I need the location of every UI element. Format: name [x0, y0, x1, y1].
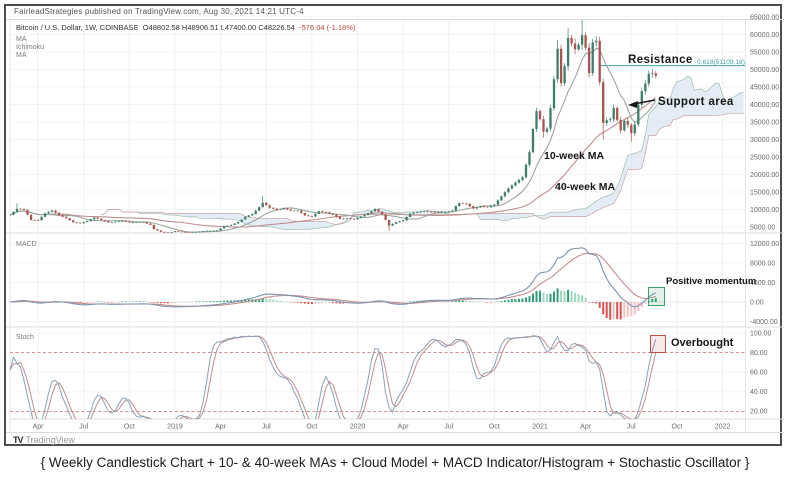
svg-text:100.00: 100.00 — [750, 330, 772, 337]
svg-text:60000.00: 60000.00 — [750, 32, 779, 39]
stoch-panel-label: Stoch — [16, 334, 34, 341]
svg-text:55000.00: 55000.00 — [750, 49, 779, 56]
svg-text:5000.00: 5000.00 — [750, 224, 775, 231]
svg-text:65000.00: 65000.00 — [750, 14, 779, 21]
symbol-legend: Bitcoin / U.S. Dollar, 1W, COINBASE O488… — [16, 23, 355, 32]
price-axis[interactable] — [746, 20, 786, 420]
svg-text:45000.00: 45000.00 — [750, 84, 779, 91]
ma10-annotation: 10-week MA — [544, 150, 605, 162]
svg-text:Apr: Apr — [215, 424, 227, 431]
overbought-annotation: Overbought — [671, 337, 734, 349]
svg-text:Oct: Oct — [306, 424, 317, 431]
svg-text:40000.00: 40000.00 — [750, 102, 779, 109]
svg-text:2021: 2021 — [532, 424, 548, 431]
svg-text:Oct: Oct — [489, 424, 500, 431]
overbought-highlight-box — [650, 335, 666, 353]
ohlc-values: O48802.58 H48906.51 L47400.00 C48226.54 — [142, 23, 295, 32]
symbol-title: Bitcoin / U.S. Dollar, 1W, COINBASE — [16, 23, 139, 32]
svg-text:30000.00: 30000.00 — [750, 137, 779, 144]
svg-text:Oct: Oct — [124, 424, 135, 431]
svg-text:15000.00: 15000.00 — [750, 189, 779, 196]
svg-text:8000.00: 8000.00 — [750, 260, 775, 267]
svg-text:10000.00: 10000.00 — [750, 207, 779, 214]
tv-logo-text: TradingView — [25, 435, 76, 445]
svg-text:40.00: 40.00 — [750, 389, 768, 396]
time-axis[interactable] — [10, 419, 746, 433]
fib-level-label: 0.618(51109.18) — [697, 59, 745, 66]
svg-text:4000.00: 4000.00 — [750, 280, 775, 287]
ma40-annotation: 40-week MA — [555, 181, 616, 193]
momentum-highlight-box — [648, 287, 665, 306]
svg-text:Oct: Oct — [671, 424, 682, 431]
publisher-note: FairleadStrategies published on TradingV… — [14, 7, 304, 16]
svg-text:80.00: 80.00 — [750, 350, 768, 357]
chart-canvas[interactable]: 65000.00 60000.00 55000.00 50000.00 45000.00… — [0, 0, 790, 450]
change-value: -576.04 (-1.18%) — [299, 23, 356, 32]
svg-text:Apr: Apr — [398, 424, 410, 431]
svg-text:Jul: Jul — [262, 424, 271, 431]
svg-text:Jul: Jul — [444, 424, 453, 431]
positive-momentum-annotation: Positive momentum — [666, 276, 757, 287]
svg-text:12000.00: 12000.00 — [750, 241, 779, 248]
macd-panel-label: MACD — [16, 241, 37, 248]
svg-text:20000.00: 20000.00 — [750, 172, 779, 179]
indicator-label-ma10: MA — [16, 36, 27, 43]
svg-text:20.00: 20.00 — [750, 409, 768, 416]
svg-text:0.00: 0.00 — [750, 299, 764, 306]
svg-text:2020: 2020 — [350, 424, 366, 431]
svg-text:60.00: 60.00 — [750, 370, 768, 377]
image-caption: { Weekly Candlestick Chart + 10- & 40-we… — [40, 455, 750, 470]
svg-text:2022: 2022 — [715, 424, 731, 431]
resistance-annotation: Resistance — [628, 54, 693, 66]
tradingview-logo[interactable]: TV TradingView — [13, 435, 75, 445]
indicator-label-ma40: MA — [16, 52, 27, 59]
svg-text:Jul: Jul — [79, 424, 88, 431]
svg-text:35000.00: 35000.00 — [750, 119, 779, 126]
indicator-label-ichimoku: Ichimoku — [16, 44, 45, 51]
svg-text:2019: 2019 — [167, 424, 183, 431]
svg-text:Apr: Apr — [33, 424, 45, 431]
svg-text:25000.00: 25000.00 — [750, 154, 779, 161]
support-area-annotation: Support area — [658, 96, 734, 108]
svg-text:-4000.00: -4000.00 — [750, 319, 778, 326]
svg-text:Jul: Jul — [627, 424, 636, 431]
tv-mark-icon: TV — [13, 435, 23, 445]
svg-text:50000.00: 50000.00 — [750, 67, 779, 74]
svg-text:Apr: Apr — [580, 424, 592, 431]
